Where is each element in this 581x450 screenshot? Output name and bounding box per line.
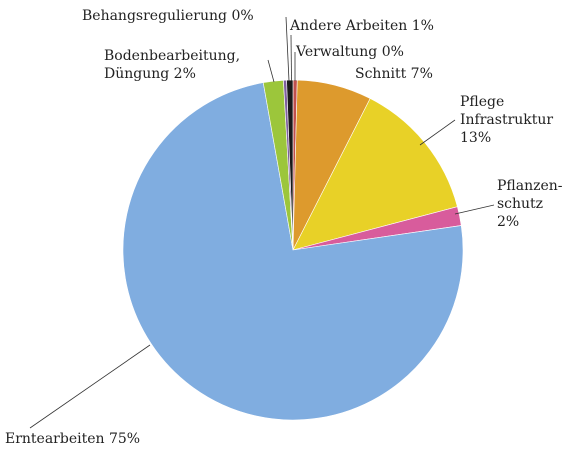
category-label: Verwaltung: [296, 44, 378, 60]
slice-label: Andere Arbeiten 1%: [290, 17, 434, 35]
leader-line: [419, 119, 456, 146]
value-label: 2%: [173, 66, 196, 82]
leader-line: [290, 34, 292, 82]
slice-label: Verwaltung 0%: [296, 43, 404, 61]
value-label: 1%: [411, 18, 434, 34]
category-label: Bodenbearbeitung, Düngung: [104, 48, 241, 82]
slice-label: Pflanzen- schutz 2%: [497, 177, 563, 231]
pie-slice: [286, 79, 294, 251]
category-label: Erntearbeiten: [5, 431, 105, 447]
slice-label: Erntearbeiten 75%: [5, 430, 140, 448]
pie-slice: [292, 98, 458, 251]
slice-label: Pflege Infrastruktur 13%: [460, 93, 553, 147]
category-label: Pflege Infrastruktur: [460, 94, 554, 128]
value-label: 13%: [460, 130, 492, 146]
value-label: 0%: [381, 44, 404, 60]
value-label: 7%: [410, 66, 433, 82]
value-label: 75%: [108, 431, 141, 447]
pie-slice: [122, 82, 464, 421]
slice-label: Behangsregulierung 0%: [82, 7, 254, 25]
category-label: Schnitt: [355, 66, 407, 82]
slice-label: Schnitt 7%: [355, 65, 433, 83]
category-label: Pflanzen- schutz: [497, 178, 563, 212]
slice-label: Bodenbearbeitung, Düngung 2%: [104, 47, 240, 83]
leader-line: [29, 344, 151, 429]
leader-line: [285, 16, 290, 82]
value-label: 2%: [497, 214, 520, 230]
category-label: Andere Arbeiten: [290, 18, 408, 34]
value-label: 0%: [231, 8, 254, 24]
category-label: Behangsregulierung: [82, 8, 227, 24]
leader-line: [454, 204, 495, 215]
leader-line: [267, 59, 275, 83]
